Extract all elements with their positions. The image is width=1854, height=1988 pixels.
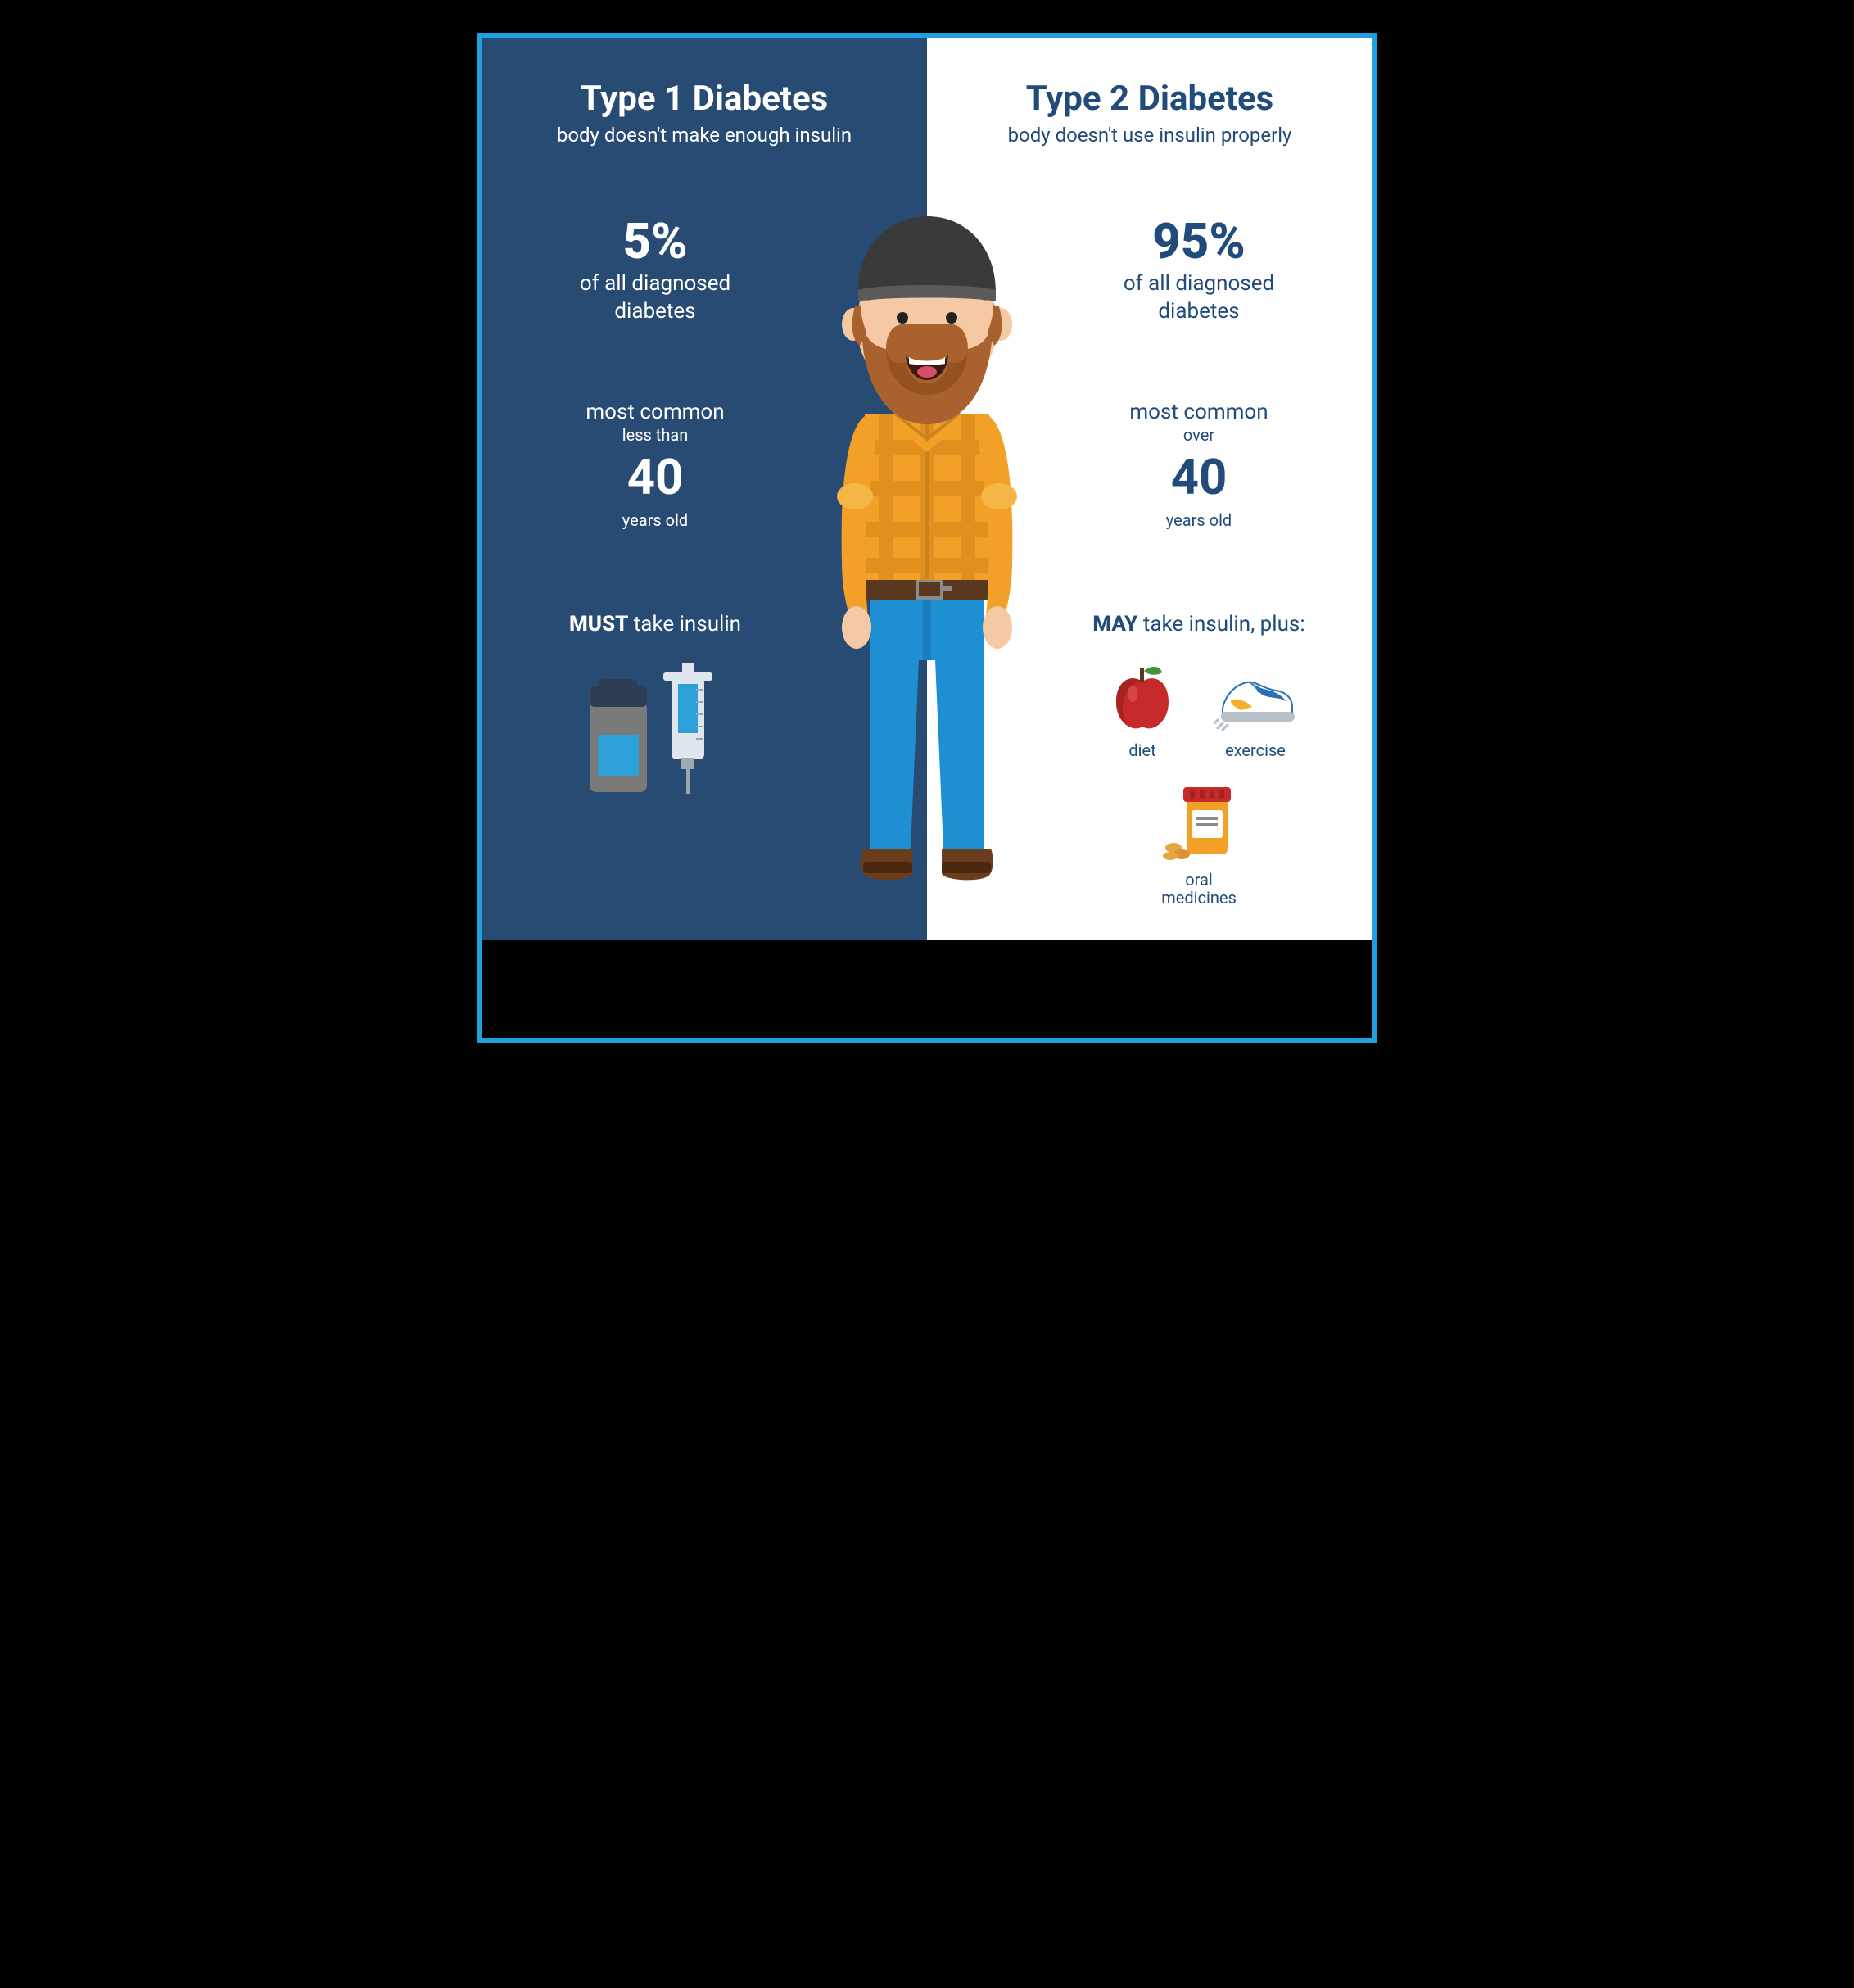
oral-med-label: oral medicines: [1154, 871, 1244, 907]
type1-age-block: most common less than 40 years old: [514, 400, 796, 530]
diet-item: diet: [1097, 661, 1187, 759]
bottom-black-bar: [482, 940, 1372, 1038]
exercise-label: exercise: [1210, 741, 1300, 759]
type1-insulin-rest: take insulin: [628, 612, 741, 636]
type2-percent-sub2: diabetes: [1058, 298, 1340, 326]
shoe-icon: [1214, 661, 1296, 735]
type1-age-intro: most common: [586, 400, 724, 424]
type1-percent-sub2: diabetes: [514, 298, 796, 326]
type2-age-unit: years old: [1058, 510, 1340, 530]
type2-age-qualifier: over: [1058, 425, 1340, 445]
type2-age-intro: most common: [1129, 400, 1268, 424]
apple-icon: [1110, 661, 1175, 735]
diet-label: diet: [1097, 741, 1187, 759]
panels: Type 1 Diabetes body doesn't make enough…: [482, 38, 1372, 940]
exercise-item: exercise: [1210, 661, 1300, 759]
type1-age-unit: years old: [514, 510, 796, 530]
type1-age-number: 40: [514, 448, 796, 507]
type1-icons: [514, 661, 796, 800]
type1-subtitle: body doesn't make enough insulin: [514, 124, 894, 147]
person-icon: [796, 202, 1058, 906]
type2-age-number: 40: [1058, 448, 1340, 507]
type2-percent-sub1: of all diagnosed: [1058, 270, 1340, 298]
type2-age-block: most common over 40 years old: [1058, 400, 1340, 530]
person-figure: [796, 202, 1058, 909]
type2-insulin-text: MAY take insulin, plus:: [1058, 612, 1340, 636]
type1-title: Type 1 Diabetes: [514, 79, 894, 119]
type1-percent-block: 5% of all diagnosed diabetes: [514, 212, 796, 326]
type1-percent-sub1: of all diagnosed: [514, 270, 796, 298]
type2-percent-block: 95% of all diagnosed diabetes: [1058, 212, 1340, 326]
oral-med-item: oral medicines: [1154, 782, 1244, 907]
type2-percent: 95%: [1058, 212, 1340, 270]
vial-syringe-icon: [573, 661, 737, 800]
type2-icons: diet exercise: [1058, 661, 1340, 907]
type1-age-qualifier: less than: [514, 425, 796, 445]
pill-bottle-icon: [1162, 782, 1236, 864]
infographic-container: Type 1 Diabetes body doesn't make enough…: [477, 33, 1377, 1043]
type2-title: Type 2 Diabetes: [960, 79, 1340, 119]
type2-subtitle: body doesn't use insulin properly: [960, 124, 1340, 147]
type2-insulin-rest: take insulin, plus:: [1137, 612, 1305, 636]
type1-insulin-text: MUST take insulin: [514, 612, 796, 636]
type1-insulin-bold: MUST: [569, 612, 628, 636]
type1-percent: 5%: [514, 212, 796, 270]
type2-insulin-bold: MAY: [1092, 612, 1137, 636]
